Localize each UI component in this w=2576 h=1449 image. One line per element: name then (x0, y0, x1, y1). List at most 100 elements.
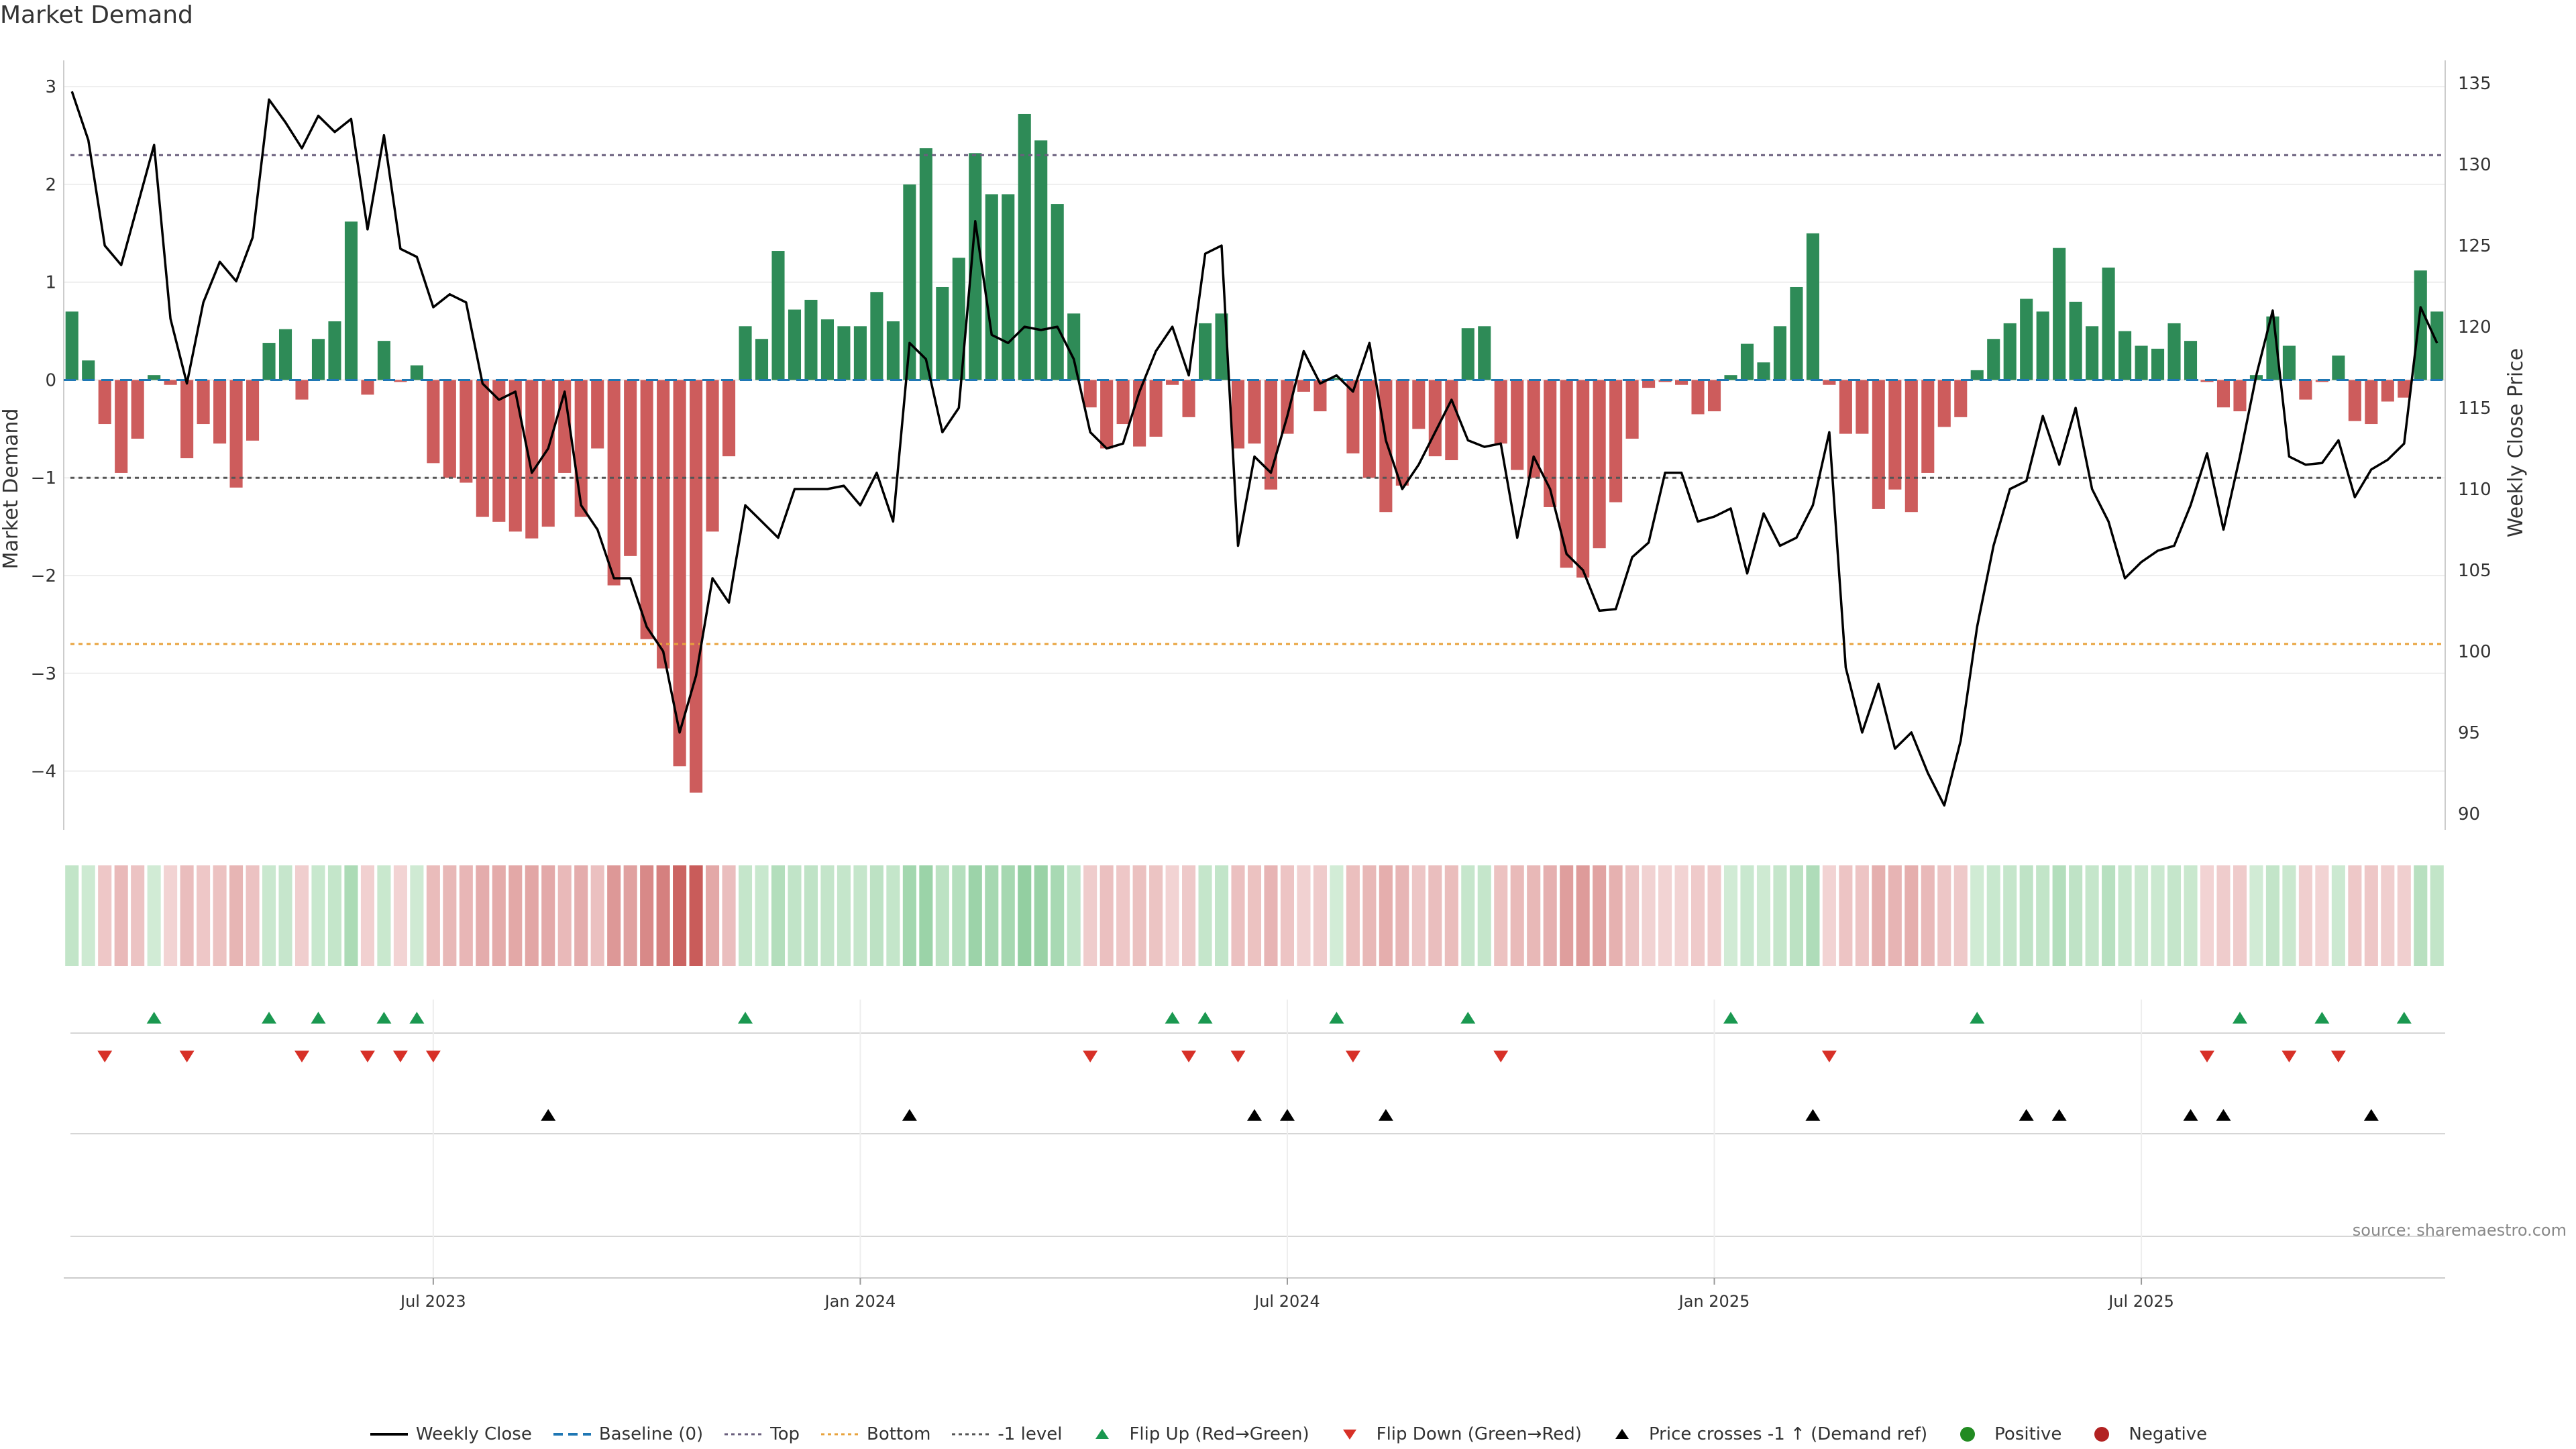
heatmap-cell (788, 865, 802, 966)
demand-bar-positive (1970, 370, 1984, 380)
demand-bar-positive (65, 311, 78, 380)
demand-bar-positive (2430, 311, 2444, 380)
heatmap-cell (131, 865, 145, 966)
solid-line-icon (370, 1433, 408, 1436)
heatmap-cell (311, 865, 325, 966)
flip-up-marker (311, 1012, 326, 1024)
demand-bar-positive (1478, 326, 1491, 380)
demand-bar-negative (476, 380, 489, 517)
heatmap-cell (1313, 865, 1327, 966)
heatmap-cell (65, 865, 79, 966)
dotted-line-icon (724, 1433, 763, 1436)
heatmap-cell (2151, 865, 2165, 966)
heatmap-cell (213, 865, 227, 966)
heatmap-cell (1855, 865, 1869, 966)
demand-bar-positive (919, 148, 932, 380)
demand-bar-negative (1576, 380, 1590, 578)
price-cross-marker (902, 1109, 917, 1121)
demand-bar-negative (1248, 380, 1261, 444)
left-tick-label: −1 (31, 468, 56, 488)
demand-bar-negative (164, 380, 177, 385)
demand-bar-negative (1182, 380, 1195, 417)
flip-up-marker (2396, 1012, 2412, 1024)
demand-bar-negative (607, 380, 621, 586)
heatmap-cell (164, 865, 178, 966)
demand-bar-negative (2233, 380, 2247, 412)
demand-bar-negative (1856, 380, 1869, 434)
flip-down-marker (1821, 1051, 1837, 1063)
demand-bar-positive (771, 251, 785, 380)
heatmap-cell (1411, 865, 1426, 966)
heatmap-cell (1198, 865, 1212, 966)
flip-up-marker (1970, 1012, 1985, 1024)
heatmap-cell (673, 865, 687, 966)
demand-bar-negative (1954, 380, 1968, 417)
price-cross-marker (2019, 1109, 2034, 1121)
demand-bar-negative (690, 380, 703, 793)
flip-up-marker (146, 1012, 162, 1024)
demand-bar-negative (460, 380, 473, 483)
demand-bar-positive (886, 321, 900, 380)
legend-item: Negative (2082, 1424, 2207, 1444)
x-tick-label: Jan 2024 (824, 1292, 896, 1311)
heatmap-cell (886, 865, 900, 966)
demand-bar-negative (2365, 380, 2378, 425)
heatmap-cell (1034, 865, 1048, 966)
heatmap-cell (820, 865, 835, 966)
legend-item: Flip Up (Red→Green) (1082, 1424, 1309, 1444)
heatmap-cell (476, 865, 490, 966)
flip-down-marker (1345, 1051, 1360, 1063)
demand-bar-negative (229, 380, 243, 488)
heatmap-cell (180, 865, 194, 966)
weekly-close-line (70, 91, 2438, 807)
heatmap-cell (344, 865, 358, 966)
legend-item: Baseline (0) (552, 1424, 703, 1444)
flip-down-marker (2282, 1051, 2297, 1063)
heatmap-cell (1182, 865, 1196, 966)
heatmap-cell (1051, 865, 1065, 966)
heatmap-cell (1707, 865, 1721, 966)
heatmap-cell (2282, 865, 2296, 966)
demand-bar-positive (1018, 113, 1031, 380)
demand-bar-positive (2151, 348, 2165, 380)
demand-bar-negative (427, 380, 440, 464)
heatmap-cell (360, 865, 374, 966)
demand-bar-negative (1166, 380, 1179, 385)
demand-bar-negative (1116, 380, 1130, 425)
demand-bar-negative (1083, 380, 1097, 408)
heatmap-cell (1921, 865, 1935, 966)
heatmap-cell (197, 865, 211, 966)
heatmap-cell (1576, 865, 1590, 966)
heatmap-cell (2135, 865, 2149, 966)
price-cross-marker (541, 1109, 556, 1121)
demand-bar-negative (98, 380, 111, 425)
legend-item: Price crosses -1 ↑ (Demand ref) (1602, 1424, 1927, 1444)
flip-up-marker (262, 1012, 277, 1024)
right-axis-label: Weekly Close Price (2504, 348, 2528, 537)
heatmap-cell (837, 865, 851, 966)
demand-bar-negative (1839, 380, 1852, 434)
heatmap-cell (919, 865, 933, 966)
heatmap-cell (902, 865, 916, 966)
demand-bar-negative (361, 380, 374, 395)
heatmap-cell (2085, 865, 2099, 966)
flip-up-marker (2314, 1012, 2330, 1024)
demand-bar-positive (2036, 311, 2049, 380)
demand-bar-negative (2299, 380, 2312, 400)
legend-label: Bottom (867, 1424, 931, 1444)
demand-bar-negative (1888, 380, 1902, 490)
heatmap-cell (1247, 865, 1262, 966)
left-axis-label: Market Demand (0, 409, 23, 570)
heatmap-cell (1362, 865, 1377, 966)
demand-bar-negative (2398, 380, 2411, 398)
flip-up-marker (738, 1012, 753, 1024)
demand-bar-positive (1773, 326, 1786, 380)
right-tick-label: 120 (2458, 317, 2491, 337)
demand-bar-positive (1002, 194, 1015, 380)
heatmap-cell (2036, 865, 2050, 966)
demand-bar-positive (1724, 375, 1737, 380)
heatmap-cell (1231, 865, 1245, 966)
heatmap-cell (1132, 865, 1146, 966)
heatmap-cell (262, 865, 276, 966)
heatmap-cell (853, 865, 867, 966)
